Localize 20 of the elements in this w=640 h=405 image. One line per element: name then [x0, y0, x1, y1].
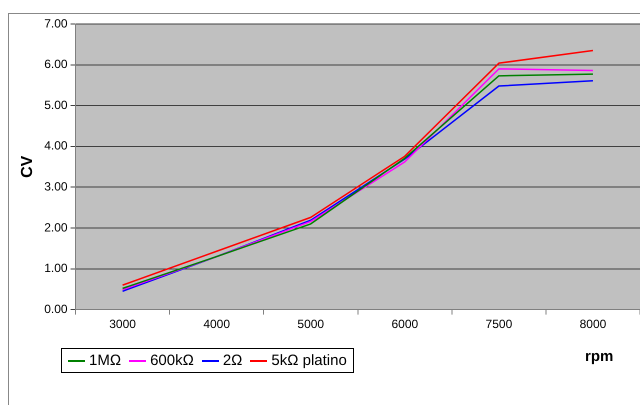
y-tick-label: 4.00 — [44, 138, 68, 153]
y-tick-label: 6.00 — [44, 57, 68, 72]
y-tick-label: 7.00 — [44, 16, 68, 30]
y-tick-label: 5.00 — [44, 98, 68, 112]
x-axis-title: rpm — [585, 348, 614, 365]
legend-label: 1MΩ — [88, 352, 122, 369]
legend-label: 5kΩ platino — [270, 352, 347, 369]
x-tick-label: 7500 — [486, 317, 513, 332]
legend-label: 600kΩ — [149, 352, 194, 369]
y-axis-title: CV — [19, 155, 36, 178]
x-tick-label: 6000 — [391, 317, 418, 332]
y-tick-label: 3.00 — [44, 180, 68, 194]
y-tick-label: 1.00 — [44, 261, 68, 276]
x-tick-label: 8000 — [580, 317, 607, 332]
y-tick-label: 0.00 — [44, 302, 68, 316]
y-tick-label: 2.00 — [44, 220, 68, 234]
legend-label: 2Ω — [222, 352, 242, 369]
x-tick-label: 4000 — [203, 317, 230, 332]
x-tick-label: 3000 — [109, 317, 136, 332]
x-tick-label: 5000 — [297, 317, 324, 332]
